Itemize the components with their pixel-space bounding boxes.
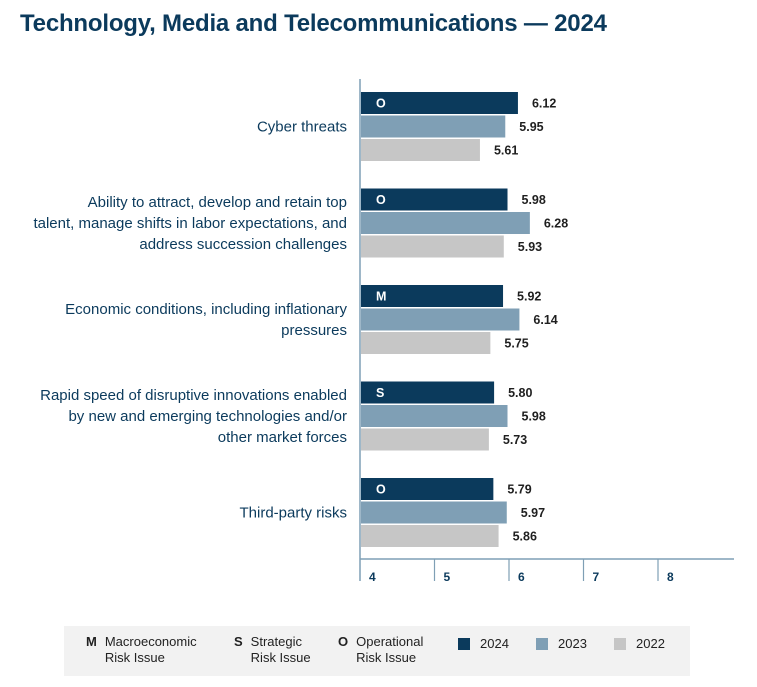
legend-type-text: Operational Risk Issue [356, 634, 423, 666]
bar-2024 [361, 92, 518, 114]
value-label: 5.95 [519, 120, 543, 134]
value-label: 5.75 [504, 337, 528, 351]
legend-type-line2: Risk Issue [104, 650, 165, 665]
bar-2024 [361, 478, 494, 500]
x-tick-label: 8 [667, 570, 674, 584]
value-label: 5.73 [503, 433, 527, 447]
risk-type-code: S [376, 386, 384, 400]
legend-swatch-2024 [458, 638, 470, 650]
bar-2024 [361, 381, 495, 404]
value-label: 5.92 [517, 290, 541, 304]
legend-type-line1: Operational [356, 634, 424, 649]
value-label: 5.98 [522, 410, 546, 424]
bar-2023 [361, 115, 506, 138]
value-label: 5.86 [513, 530, 537, 544]
risk-type-code: O [376, 483, 386, 497]
value-label: 6.14 [533, 313, 557, 327]
bar-2024 [361, 285, 504, 307]
risk-type-code: O [376, 193, 386, 207]
legend-type-code: O [338, 634, 349, 649]
value-label: 6.28 [544, 217, 568, 231]
value-label: 5.98 [522, 193, 546, 207]
bar-2022 [361, 428, 489, 451]
legend-type-line1: Macroeconomic [104, 634, 197, 649]
bar-2023 [361, 501, 507, 524]
bar-2022 [361, 235, 504, 258]
legend-type-line2: Risk Issue [250, 650, 311, 665]
legend-type-text: Macroeconomic Risk Issue [105, 634, 197, 666]
bar-chart: 4 5 6 7 8 Cyber threats 6.12 O 5.955.61 Ability t… [33, 79, 734, 584]
risk-type-code: O [376, 97, 386, 111]
legend-type-code: M [86, 634, 97, 649]
value-label: 5.61 [494, 144, 518, 158]
legend-type-operational: O Operational Risk Issue [338, 634, 423, 666]
value-label: 5.79 [507, 483, 531, 497]
bar-2022 [361, 332, 491, 354]
legend-type-line2: Risk Issue [356, 650, 417, 665]
value-label: 5.93 [518, 240, 542, 254]
legend-series-label: 2024 [480, 636, 509, 651]
x-tick-label: 4 [369, 570, 376, 584]
category-label: Ability to attract, develop and retain t… [88, 194, 347, 211]
legend-swatch-2023 [536, 638, 548, 650]
legend-series-2022: 2022 [614, 636, 665, 651]
category-label: Rapid speed of disruptive innovations en… [40, 387, 347, 404]
category-label: talent, manage shifts in labor expectati… [33, 215, 347, 232]
bar-2023 [361, 308, 520, 331]
x-tick-label: 6 [518, 570, 525, 584]
x-tick-label: 5 [444, 570, 451, 584]
value-label: 5.80 [508, 386, 532, 400]
x-tick-label: 7 [593, 570, 600, 584]
legend-type-strategic: S Strategic Risk Issue [234, 634, 311, 666]
legend-type-line1: Strategic [250, 634, 302, 649]
category-label: Third-party risks [239, 505, 347, 522]
legend-series-2023: 2023 [536, 636, 587, 651]
category-label: by new and emerging technologies and/or [68, 408, 347, 425]
category-label: Cyber threats [257, 119, 347, 136]
value-label: 5.97 [521, 506, 545, 520]
legend-series-2024: 2024 [458, 636, 509, 651]
chart-title: Technology, Media and Telecommunications… [20, 10, 607, 37]
category-label: Economic conditions, including inflation… [65, 301, 347, 318]
bar-2022 [361, 525, 499, 547]
value-label: 6.12 [532, 97, 556, 111]
bar-2023 [361, 405, 508, 427]
risk-type-code: M [376, 290, 386, 304]
legend-type-text: Strategic Risk Issue [251, 634, 311, 666]
legend-series-label: 2022 [636, 636, 665, 651]
legend-swatch-2022 [614, 638, 626, 650]
category-label: other market forces [218, 429, 347, 446]
category-label: address succession challenges [139, 236, 347, 253]
legend-type-code: S [234, 634, 243, 649]
legend: M Macroeconomic Risk Issue S Strategic R… [64, 626, 690, 676]
bar-2023 [361, 212, 530, 234]
bar-2024 [361, 188, 508, 211]
legend-type-macroeconomic: M Macroeconomic Risk Issue [86, 634, 197, 666]
bar-2022 [361, 139, 480, 161]
category-label: pressures [281, 322, 347, 339]
legend-series-label: 2023 [558, 636, 587, 651]
